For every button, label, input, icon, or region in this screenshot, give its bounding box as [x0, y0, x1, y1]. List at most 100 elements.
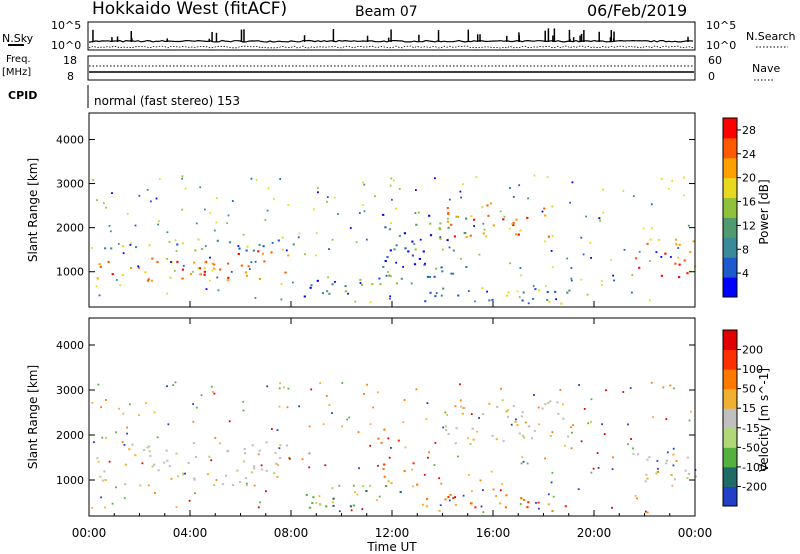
data-cell — [313, 208, 315, 211]
data-cell — [110, 247, 113, 250]
data-cell — [204, 245, 207, 247]
data-cell — [447, 212, 450, 215]
data-cell — [273, 472, 276, 475]
data-cell — [170, 261, 172, 263]
data-cell — [227, 214, 230, 217]
data-cell — [657, 467, 659, 470]
data-cell — [446, 239, 449, 242]
data-cell — [265, 490, 267, 493]
scatter-noise — [91, 381, 697, 514]
data-cell — [485, 235, 488, 238]
data-cell — [455, 427, 458, 430]
data-cell — [459, 399, 462, 402]
data-cell — [672, 387, 675, 390]
data-cell — [326, 196, 329, 198]
data-cell — [482, 232, 485, 235]
x-tick-label: 16:00 — [476, 526, 511, 540]
data-cell — [156, 261, 159, 263]
data-cell — [469, 443, 472, 445]
data-cell — [341, 425, 343, 428]
data-cell — [662, 386, 665, 389]
data-cell — [363, 183, 366, 186]
data-cell — [510, 423, 513, 426]
data-cell — [446, 414, 449, 416]
data-cell — [310, 388, 313, 391]
data-cell — [219, 268, 222, 271]
data-cell — [362, 485, 365, 487]
data-cell — [318, 495, 321, 498]
data-cell — [560, 302, 563, 305]
colorbar-tick-label: 15 — [742, 402, 756, 415]
data-cell — [377, 437, 380, 440]
y-tick-label: 3000 — [56, 178, 84, 191]
data-cell — [502, 440, 505, 443]
data-cell — [145, 402, 147, 404]
data-cell — [452, 249, 455, 252]
data-cell — [450, 272, 453, 275]
data-cell — [189, 273, 193, 275]
data-cell — [478, 253, 481, 256]
scatter-region — [446, 202, 554, 239]
data-cell — [583, 408, 586, 410]
scatter-region — [96, 441, 289, 487]
data-cell — [258, 277, 261, 280]
data-cell — [282, 248, 284, 251]
data-cell — [649, 238, 652, 241]
data-cell — [473, 225, 475, 227]
data-cell — [96, 277, 99, 280]
data-cell — [124, 463, 127, 466]
data-cell — [674, 238, 678, 241]
colorbar-tick-label: 24 — [742, 148, 756, 161]
freq-tick-top: 18 — [63, 54, 77, 67]
data-cell — [428, 451, 430, 454]
colorbar-tick-label: -100 — [742, 461, 767, 474]
data-cell — [395, 207, 397, 210]
data-cell — [274, 452, 277, 454]
data-cell — [644, 510, 647, 513]
data-cell — [184, 187, 187, 190]
data-cell — [603, 433, 606, 435]
data-cell — [657, 471, 659, 473]
data-cell — [425, 418, 428, 420]
data-cell — [315, 232, 318, 235]
data-cell — [126, 212, 129, 215]
data-cell — [374, 195, 376, 198]
data-cell — [308, 466, 311, 469]
colorbar-tick-label: -50 — [742, 441, 760, 454]
data-cell — [316, 186, 319, 189]
data-cell — [194, 492, 196, 495]
data-cell — [416, 483, 419, 486]
data-cell — [551, 205, 554, 208]
data-cell — [543, 207, 546, 210]
data-cell — [287, 254, 290, 257]
data-cell — [236, 469, 239, 472]
data-cell — [551, 235, 554, 237]
data-cell — [170, 477, 173, 480]
data-cell — [350, 509, 353, 512]
data-cell — [672, 447, 675, 450]
data-cell — [447, 496, 450, 498]
data-cell — [146, 446, 149, 449]
data-cell — [457, 294, 460, 297]
data-cell — [499, 489, 502, 492]
data-cell — [398, 234, 401, 237]
data-cell — [455, 215, 458, 218]
data-cell — [612, 274, 614, 277]
data-cell — [322, 423, 325, 426]
data-cell — [518, 432, 521, 435]
data-cell — [203, 270, 206, 273]
data-cell — [520, 415, 524, 418]
cpid-label: CPID — [8, 89, 37, 102]
data-cell — [390, 447, 392, 449]
freq-label: Freq. — [6, 54, 31, 65]
data-cell — [509, 187, 511, 189]
data-cell — [533, 394, 535, 396]
noise-panel-frame — [87, 21, 696, 51]
data-cell — [649, 260, 651, 262]
data-cell — [537, 501, 540, 504]
data-cell — [192, 442, 195, 445]
data-cell — [245, 249, 248, 252]
data-cell — [435, 292, 438, 294]
data-cell — [453, 235, 456, 238]
data-cell — [423, 263, 426, 266]
